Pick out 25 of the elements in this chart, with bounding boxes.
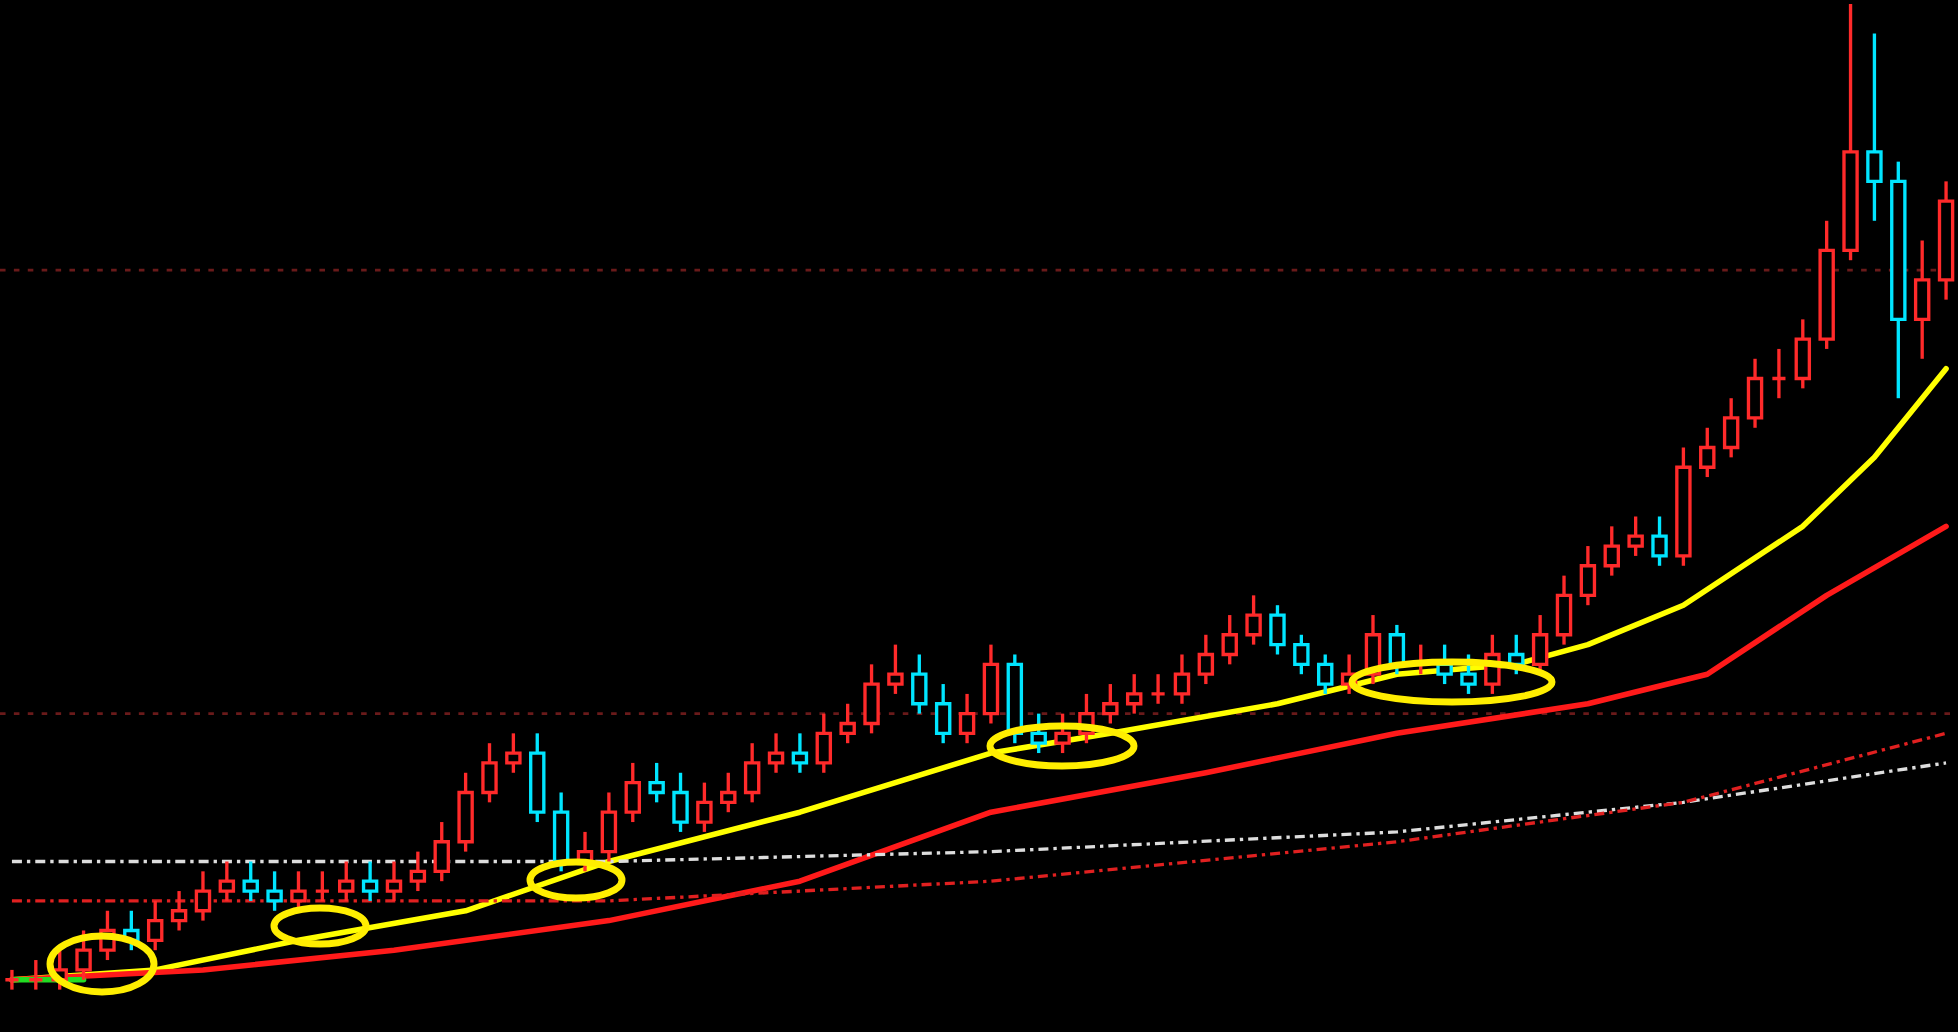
candlestick <box>600 790 618 864</box>
candlestick <box>1746 357 1764 430</box>
candlestick <box>361 859 379 903</box>
candlestick <box>1722 396 1740 460</box>
candlestick <box>767 731 785 775</box>
candlestick <box>791 731 809 775</box>
candlestick <box>1173 652 1191 706</box>
candlestick <box>1913 238 1931 361</box>
candlestick <box>1866 31 1883 223</box>
candlestick <box>194 869 212 923</box>
candlestick <box>1770 347 1788 400</box>
candlestick <box>385 859 403 903</box>
candlestick <box>3 968 21 992</box>
candlestick <box>409 849 427 893</box>
candlestick <box>1890 159 1907 400</box>
candlestick <box>982 642 1000 726</box>
candlestick <box>958 692 976 745</box>
candlestick <box>1197 633 1215 686</box>
candlestick <box>1555 573 1573 647</box>
candlestick <box>218 859 236 903</box>
candlestick <box>1937 179 1955 302</box>
candlestick <box>170 889 188 933</box>
candlestick <box>743 741 761 805</box>
candlestick <box>1149 672 1167 706</box>
candlestick <box>1579 544 1597 607</box>
